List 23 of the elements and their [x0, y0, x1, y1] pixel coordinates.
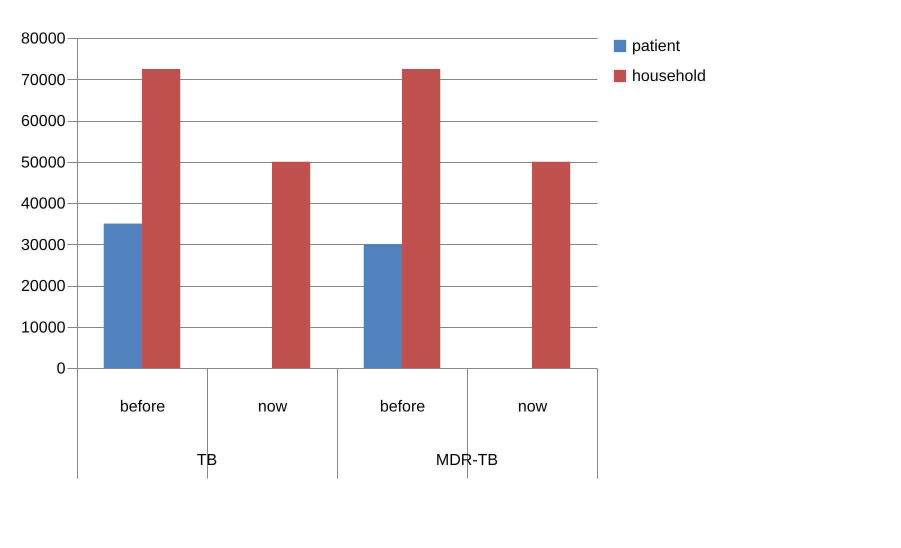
y-tick-label: 80000	[21, 30, 66, 48]
y-tick-label: 10000	[21, 319, 66, 336]
y-tick-label: 50000	[21, 154, 66, 172]
y-tick-label: 0	[56, 360, 66, 378]
bar	[402, 68, 440, 368]
legend-label: household	[632, 68, 706, 85]
x-tick-label: before	[120, 398, 166, 416]
y-tick-label: 30000	[21, 236, 66, 254]
x-tick-label: before	[380, 398, 426, 416]
bar	[142, 68, 180, 368]
bar	[104, 224, 142, 368]
x-tick-label: now	[518, 398, 548, 416]
y-tick-label: 20000	[21, 278, 66, 295]
bar	[364, 244, 402, 368]
legend-label: patient	[632, 38, 681, 55]
y-tick-label: 40000	[21, 196, 66, 212]
bar	[532, 162, 570, 368]
text: TB	[196, 452, 218, 469]
y-tick-label: 60000	[21, 113, 66, 130]
x-tick-label: now	[258, 398, 288, 416]
bar	[272, 162, 310, 368]
text: MDR-TB	[436, 452, 498, 469]
y-tick-label: 70000	[21, 72, 66, 89]
